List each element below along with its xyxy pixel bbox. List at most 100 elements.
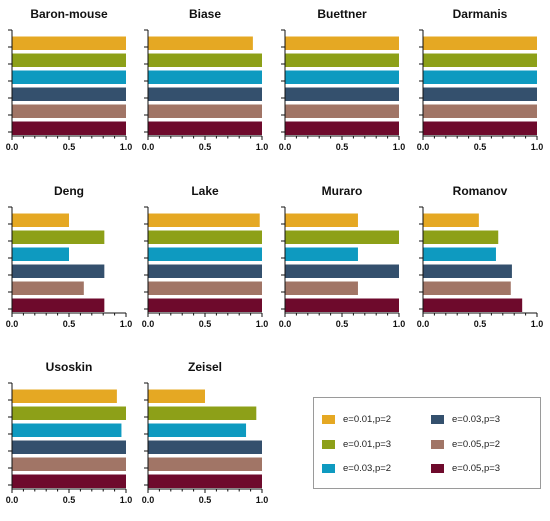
x-tick-label-deng: 0.5 <box>63 319 76 329</box>
bar-baron-mouse-e-0-03-p-3 <box>12 87 126 101</box>
x-tick-label-deng: 1.0 <box>120 319 133 329</box>
legend-label: e=0.05,p=2 <box>452 438 501 450</box>
panel-title-lake: Lake <box>191 184 219 198</box>
x-tick-label-deng: 0.0 <box>6 319 19 329</box>
bar-muraro-e-0-03-p-2 <box>285 247 358 261</box>
bar-romanov-e-0-01-p-3 <box>423 230 499 244</box>
bar-usoskin-e-0-01-p-2 <box>12 389 117 403</box>
panel-title-darmanis: Darmanis <box>453 7 508 21</box>
bar-usoskin-e-0-03-p-3 <box>12 440 126 454</box>
panel-darmanis: Darmanis 0.0 0.5 1.0 <box>417 7 544 152</box>
bar-baron-mouse-e-0-05-p-2 <box>12 104 126 118</box>
legend-label: e=0.05,p=3 <box>452 462 501 474</box>
bar-zeisel-e-0-05-p-2 <box>148 457 262 471</box>
x-tick-label-zeisel: 0.0 <box>142 495 155 505</box>
bar-zeisel-e-0-01-p-3 <box>148 406 257 420</box>
legend-item-e-0-05-p-3: e=0.05,p=3 <box>431 461 500 475</box>
legend-swatch <box>322 414 335 424</box>
bar-muraro-e-0-05-p-3 <box>285 298 399 312</box>
x-tick-label-romanov: 1.0 <box>531 319 544 329</box>
bar-muraro-e-0-03-p-3 <box>285 264 399 278</box>
bar-usoskin-e-0-03-p-2 <box>12 423 122 437</box>
bar-buettner-e-0-01-p-3 <box>285 53 399 67</box>
bar-darmanis-e-0-01-p-2 <box>423 36 537 50</box>
legend-swatch <box>431 439 444 449</box>
legend-item-e-0-01-p-3: e=0.01,p=3 <box>322 437 391 451</box>
bar-baron-mouse-e-0-03-p-2 <box>12 70 126 84</box>
legend-swatch <box>322 463 335 473</box>
bar-baron-mouse-e-0-01-p-2 <box>12 36 126 50</box>
bar-romanov-e-0-03-p-3 <box>423 264 512 278</box>
bar-biase-e-0-03-p-2 <box>148 70 262 84</box>
panel-zeisel: Zeisel 0.0 0.5 1.0 <box>142 360 269 505</box>
bar-buettner-e-0-05-p-2 <box>285 104 399 118</box>
bar-darmanis-e-0-05-p-3 <box>423 121 537 135</box>
bar-biase-e-0-03-p-3 <box>148 87 262 101</box>
bar-biase-e-0-01-p-3 <box>148 53 262 67</box>
x-tick-label-usoskin: 1.0 <box>120 495 133 505</box>
bar-deng-e-0-05-p-3 <box>12 298 105 312</box>
x-tick-label-lake: 1.0 <box>256 319 269 329</box>
bar-buettner-e-0-03-p-2 <box>285 70 399 84</box>
bar-lake-e-0-01-p-3 <box>148 230 262 244</box>
panel-title-buettner: Buettner <box>317 7 367 21</box>
bar-baron-mouse-e-0-05-p-3 <box>12 121 126 135</box>
legend-label: e=0.03,p=2 <box>343 462 392 474</box>
x-tick-label-romanov: 0.5 <box>474 319 487 329</box>
x-tick-label-usoskin: 0.5 <box>63 495 76 505</box>
bar-lake-e-0-03-p-3 <box>148 264 262 278</box>
bar-usoskin-e-0-05-p-2 <box>12 457 126 471</box>
x-tick-label-darmanis: 0.0 <box>417 142 430 152</box>
x-tick-label-muraro: 0.5 <box>336 319 349 329</box>
panel-title-biase: Biase <box>189 7 221 21</box>
x-tick-label-zeisel: 0.5 <box>199 495 212 505</box>
x-tick-label-darmanis: 0.5 <box>474 142 487 152</box>
x-tick-label-usoskin: 0.0 <box>6 495 19 505</box>
bar-deng-e-0-01-p-2 <box>12 213 69 227</box>
bar-darmanis-e-0-01-p-3 <box>423 53 537 67</box>
bar-zeisel-e-0-03-p-3 <box>148 440 262 454</box>
panel-romanov: Romanov 0.0 0.5 1.0 <box>417 184 544 329</box>
bar-buettner-e-0-03-p-3 <box>285 87 399 101</box>
bar-usoskin-e-0-05-p-3 <box>12 474 126 488</box>
x-tick-label-baron-mouse: 0.0 <box>6 142 19 152</box>
bar-zeisel-e-0-05-p-3 <box>148 474 262 488</box>
legend-label: e=0.01,p=2 <box>343 413 392 425</box>
bar-zeisel-e-0-03-p-2 <box>148 423 247 437</box>
panel-lake: Lake 0.0 0.5 1.0 <box>142 184 269 329</box>
x-tick-label-romanov: 0.0 <box>417 319 430 329</box>
panel-biase: Biase 0.0 0.5 1.0 <box>142 7 269 152</box>
bar-deng-e-0-01-p-3 <box>12 230 105 244</box>
bar-muraro-e-0-01-p-2 <box>285 213 358 227</box>
bar-lake-e-0-01-p-2 <box>148 213 260 227</box>
panel-title-zeisel: Zeisel <box>188 360 222 374</box>
bar-deng-e-0-05-p-2 <box>12 281 84 295</box>
x-tick-label-buettner: 0.5 <box>336 142 349 152</box>
bar-darmanis-e-0-03-p-2 <box>423 70 537 84</box>
panel-buettner: Buettner 0.0 0.5 1.0 <box>279 7 406 152</box>
x-tick-label-biase: 0.5 <box>199 142 212 152</box>
bar-biase-e-0-05-p-2 <box>148 104 262 118</box>
bar-romanov-e-0-01-p-2 <box>423 213 479 227</box>
legend-item-e-0-01-p-2: e=0.01,p=2 <box>322 412 391 426</box>
x-tick-label-biase: 0.0 <box>142 142 155 152</box>
x-tick-label-buettner: 1.0 <box>393 142 406 152</box>
bar-zeisel-e-0-01-p-2 <box>148 389 205 403</box>
bar-biase-e-0-05-p-3 <box>148 121 262 135</box>
x-tick-label-zeisel: 1.0 <box>256 495 269 505</box>
legend-swatch <box>431 463 444 473</box>
bar-deng-e-0-03-p-2 <box>12 247 69 261</box>
panel-deng: Deng 0.0 0.5 1.0 <box>6 184 133 329</box>
bar-buettner-e-0-05-p-3 <box>285 121 399 135</box>
bar-muraro-e-0-01-p-3 <box>285 230 399 244</box>
x-tick-label-muraro: 1.0 <box>393 319 406 329</box>
bar-baron-mouse-e-0-01-p-3 <box>12 53 126 67</box>
bar-romanov-e-0-05-p-2 <box>423 281 511 295</box>
panel-usoskin: Usoskin 0.0 0.5 1.0 <box>6 360 133 505</box>
x-tick-label-darmanis: 1.0 <box>531 142 544 152</box>
bar-lake-e-0-05-p-2 <box>148 281 262 295</box>
bar-usoskin-e-0-01-p-3 <box>12 406 126 420</box>
legend-swatch <box>431 414 444 424</box>
panel-title-deng: Deng <box>54 184 84 198</box>
